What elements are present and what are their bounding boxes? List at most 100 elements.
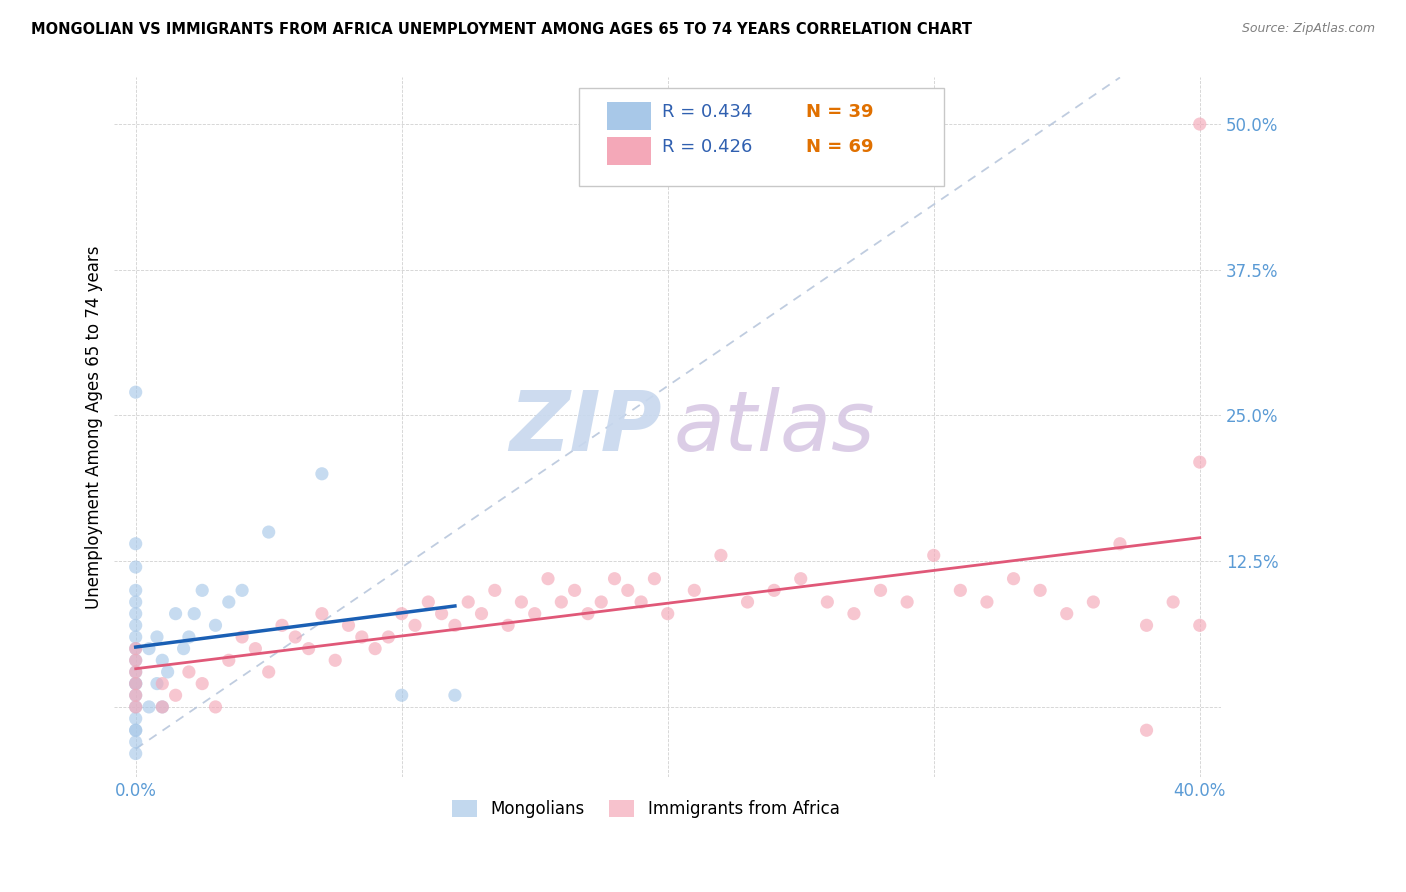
Point xyxy=(271,618,294,632)
Point xyxy=(150,700,173,714)
Text: Source: ZipAtlas.com: Source: ZipAtlas.com xyxy=(1241,22,1375,36)
Point xyxy=(125,560,148,574)
Point xyxy=(470,607,492,621)
Point xyxy=(125,641,148,656)
Point xyxy=(146,630,169,644)
Point xyxy=(257,524,280,539)
Point xyxy=(245,641,267,656)
Point xyxy=(484,583,506,598)
Point xyxy=(603,572,626,586)
Point xyxy=(842,607,865,621)
Point xyxy=(323,653,346,667)
Point xyxy=(177,630,200,644)
Point xyxy=(630,595,652,609)
Point xyxy=(125,676,148,690)
Point xyxy=(125,607,148,621)
Point xyxy=(391,607,413,621)
Point xyxy=(1188,455,1211,469)
Point xyxy=(125,723,148,738)
Point xyxy=(150,676,173,690)
Point xyxy=(125,665,148,679)
Point xyxy=(1135,723,1157,738)
Point xyxy=(350,630,373,644)
Point xyxy=(657,607,679,621)
Point xyxy=(125,700,148,714)
Point xyxy=(311,467,333,481)
Point xyxy=(377,630,399,644)
Point xyxy=(125,747,148,761)
Point xyxy=(125,723,148,738)
Point xyxy=(683,583,706,598)
Point xyxy=(1135,618,1157,632)
Point xyxy=(125,688,148,702)
FancyBboxPatch shape xyxy=(607,102,651,130)
Point xyxy=(790,572,813,586)
Point xyxy=(125,618,148,632)
Point xyxy=(125,676,148,690)
Point xyxy=(138,641,160,656)
Point xyxy=(1188,618,1211,632)
Point xyxy=(125,641,148,656)
Point xyxy=(1188,117,1211,131)
Point xyxy=(125,653,148,667)
Point xyxy=(150,653,173,667)
Point xyxy=(284,630,307,644)
Text: MONGOLIAN VS IMMIGRANTS FROM AFRICA UNEMPLOYMENT AMONG AGES 65 TO 74 YEARS CORRE: MONGOLIAN VS IMMIGRANTS FROM AFRICA UNEM… xyxy=(31,22,972,37)
Point xyxy=(125,583,148,598)
Point xyxy=(165,607,187,621)
Point xyxy=(1029,583,1052,598)
Point xyxy=(150,700,173,714)
Point xyxy=(231,583,253,598)
Point xyxy=(510,595,533,609)
Point xyxy=(430,607,453,621)
Point xyxy=(418,595,440,609)
Point xyxy=(218,653,240,667)
Point xyxy=(869,583,891,598)
Point xyxy=(737,595,759,609)
Point xyxy=(617,583,640,598)
Text: R = 0.434: R = 0.434 xyxy=(662,103,752,121)
Point xyxy=(523,607,546,621)
Point xyxy=(183,607,205,621)
Point xyxy=(125,735,148,749)
Point xyxy=(125,712,148,726)
Point xyxy=(125,537,148,551)
Point xyxy=(125,630,148,644)
Point xyxy=(1109,537,1132,551)
FancyBboxPatch shape xyxy=(579,88,945,186)
Point xyxy=(576,607,599,621)
Point xyxy=(391,688,413,702)
Legend: Mongolians, Immigrants from Africa: Mongolians, Immigrants from Africa xyxy=(446,793,846,824)
Text: N = 39: N = 39 xyxy=(806,103,873,121)
Point xyxy=(550,595,572,609)
Point xyxy=(218,595,240,609)
Point xyxy=(125,665,148,679)
FancyBboxPatch shape xyxy=(607,136,651,165)
Point xyxy=(496,618,519,632)
Point xyxy=(1161,595,1184,609)
Point xyxy=(444,618,467,632)
Point xyxy=(146,676,169,690)
Point xyxy=(949,583,972,598)
Point xyxy=(922,549,945,563)
Point xyxy=(710,549,733,563)
Text: N = 69: N = 69 xyxy=(806,138,873,156)
Point xyxy=(173,641,195,656)
Point xyxy=(156,665,179,679)
Point xyxy=(537,572,560,586)
Point xyxy=(404,618,426,632)
Point xyxy=(125,653,148,667)
Point xyxy=(976,595,998,609)
Text: ZIP: ZIP xyxy=(509,386,662,467)
Y-axis label: Unemployment Among Ages 65 to 74 years: Unemployment Among Ages 65 to 74 years xyxy=(86,245,103,609)
Point xyxy=(1083,595,1105,609)
Point xyxy=(337,618,360,632)
Point xyxy=(204,618,226,632)
Point xyxy=(297,641,319,656)
Point xyxy=(364,641,387,656)
Point xyxy=(125,676,148,690)
Point xyxy=(896,595,918,609)
Point xyxy=(444,688,467,702)
Point xyxy=(643,572,665,586)
Point xyxy=(125,688,148,702)
